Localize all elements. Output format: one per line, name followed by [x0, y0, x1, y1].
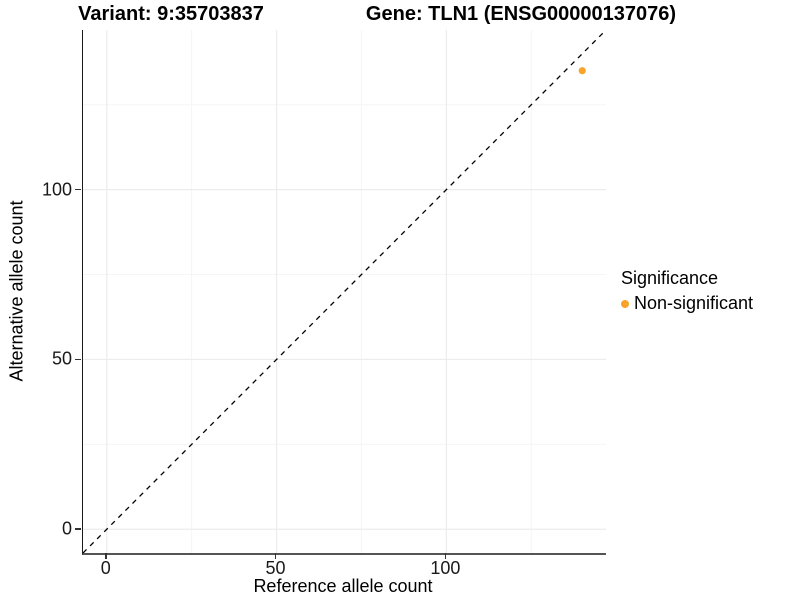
y-axis-title: Alternative allele count — [6, 200, 27, 382]
y-tick-label: 50 — [51, 348, 72, 369]
y-tick-mark — [75, 528, 81, 530]
y-tick-mark — [75, 188, 81, 191]
variant-title: Variant: 9:35703837 — [78, 3, 264, 25]
data-point — [578, 67, 586, 75]
legend-item: Non-significant — [621, 293, 753, 314]
x-tick-label: 100 — [430, 558, 461, 578]
x-tick-mark — [444, 553, 447, 559]
legend-title: Significance — [621, 268, 719, 288]
x-tick-label: 0 — [100, 558, 111, 578]
y-tick-label: 100 — [41, 179, 72, 200]
point-swatch-icon — [621, 299, 629, 308]
y-tick-mark — [75, 358, 81, 361]
x-tick-mark — [274, 553, 277, 559]
x-axis-title: Reference allele count — [253, 576, 433, 596]
plot-canvas — [83, 30, 606, 553]
legend: Significance Non-significant — [621, 268, 753, 314]
plot-panel — [82, 30, 606, 555]
x-tick-mark — [105, 553, 107, 559]
x-tick-label: 50 — [265, 558, 286, 578]
gene-title: Gene: TLN1 (ENSG00000137076) — [365, 3, 677, 25]
identity-reference-line — [83, 30, 606, 553]
legend-item-label: Non-significant — [634, 293, 754, 313]
y-tick-label: 0 — [61, 518, 72, 539]
